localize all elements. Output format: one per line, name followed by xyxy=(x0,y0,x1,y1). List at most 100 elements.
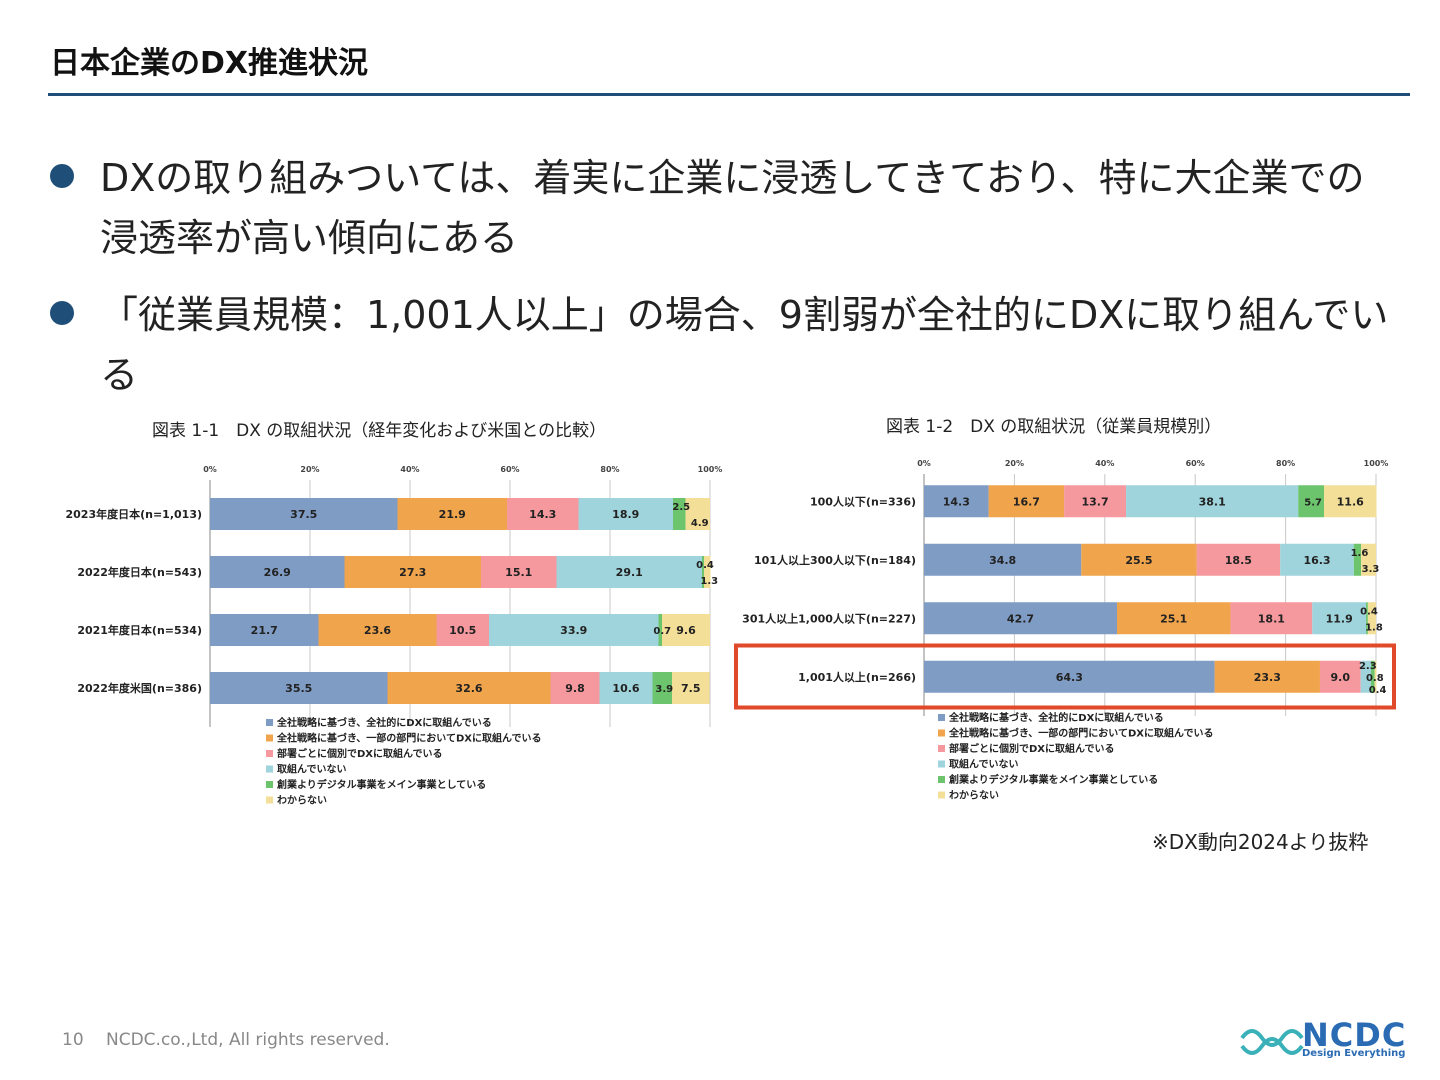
bar-segment xyxy=(672,672,710,704)
data-label: 9.8 xyxy=(565,682,585,695)
data-label: 9.0 xyxy=(1331,671,1351,684)
legend-swatch xyxy=(938,791,945,799)
bar-segment xyxy=(662,614,710,646)
data-label: 38.1 xyxy=(1199,495,1226,508)
copyright: NCDC.co.,Ltd, All rights reserved. xyxy=(106,1030,390,1050)
data-label: 34.8 xyxy=(989,554,1016,567)
source-note: ※DX動向2024より抜粋 xyxy=(1152,830,1369,854)
data-label: 3.9 xyxy=(655,684,673,695)
bar-segment xyxy=(1064,485,1127,518)
bar-segment xyxy=(988,485,1065,518)
bar-segment xyxy=(344,556,481,588)
bar-segment xyxy=(550,672,600,704)
ncdc-logo-icon xyxy=(1240,1029,1304,1055)
category-label: 1,001人以上(n=266) xyxy=(798,670,916,684)
data-label: 13.7 xyxy=(1082,495,1109,508)
data-label: 26.9 xyxy=(264,566,291,579)
data-label: 10.6 xyxy=(612,682,639,695)
legend-label: 全社戦略に基づき、全社的にDXに取組んでいる xyxy=(276,716,492,729)
data-label: 33.9 xyxy=(560,624,587,637)
bar-segment xyxy=(685,498,710,530)
legend-label: 部署ごとに個別でDXに取組んでいる xyxy=(949,742,1115,755)
data-label: 18.1 xyxy=(1258,612,1285,625)
bar-segment xyxy=(924,543,1082,576)
bar-segment xyxy=(702,556,704,588)
bar-segment xyxy=(507,498,579,530)
x-tick-label: 20% xyxy=(300,465,319,474)
bar-segment xyxy=(652,672,672,704)
legend-swatch xyxy=(266,781,273,788)
category-label: 101人以上300人以下(n=184) xyxy=(754,553,916,567)
data-label: 9.6 xyxy=(676,624,696,637)
title-divider xyxy=(48,93,1410,96)
bar-segment xyxy=(1230,602,1313,635)
legend-swatch xyxy=(938,760,945,768)
x-tick-label: 0% xyxy=(917,459,931,468)
data-label: 4.9 xyxy=(691,518,709,529)
bar-segment xyxy=(210,556,345,588)
legend-swatch xyxy=(938,745,945,752)
x-tick-label: 60% xyxy=(1186,459,1205,468)
data-label: 32.6 xyxy=(455,682,482,695)
logo-tagline: Design Everything xyxy=(1302,1048,1406,1059)
category-label: 2021年度日本(n=534) xyxy=(77,623,202,637)
data-label: 25.5 xyxy=(1125,554,1152,567)
legend-label: わからない xyxy=(277,795,327,807)
data-label: 11.6 xyxy=(1337,495,1364,508)
chart-1: 0% 20% 40% 60% 80% 100% 2023年度日本(n=1,013) 37.5 2… xyxy=(65,465,722,807)
category-label: 301人以上1,000人以下(n=227) xyxy=(742,611,916,625)
data-label: 3.3 xyxy=(1362,564,1380,575)
data-label: 42.7 xyxy=(1007,612,1034,625)
data-label: 35.5 xyxy=(285,682,312,695)
legend-swatch xyxy=(938,714,945,721)
data-label: 23.6 xyxy=(364,624,391,637)
data-label: 15.1 xyxy=(505,566,532,579)
legend-label: 創業よりデジタル事業をメイン事業としている xyxy=(948,773,1158,786)
bar-segment xyxy=(1374,660,1377,693)
category-label: 2022年度米国(n=386) xyxy=(77,681,202,695)
data-label: 1.8 xyxy=(1365,622,1383,633)
data-label: 10.5 xyxy=(449,624,476,637)
bar-segment xyxy=(924,660,1215,693)
data-label: 0.4 xyxy=(1360,606,1378,617)
bar-segment xyxy=(673,498,686,530)
bar-segment xyxy=(1353,543,1362,576)
legend-swatch xyxy=(266,750,273,757)
data-label: 1.6 xyxy=(1351,548,1369,559)
data-label: 21.9 xyxy=(439,508,466,521)
legend-swatch xyxy=(266,719,273,726)
bar-segment xyxy=(436,614,489,646)
bullet-item: 「従業員規模：1,001人以上」の場合、9割弱が全社的にDXに取り組んでいる xyxy=(50,285,1390,405)
bar-segment xyxy=(556,556,702,588)
legend-label: わからない xyxy=(949,790,999,802)
data-label: 37.5 xyxy=(290,508,317,521)
data-label: 2.5 xyxy=(672,502,690,513)
category-label: 2023年度日本(n=1,013) xyxy=(65,507,202,521)
data-label: 16.7 xyxy=(1013,495,1040,508)
data-label: 14.3 xyxy=(529,508,556,521)
bar-segment xyxy=(1214,660,1320,693)
bar-segment xyxy=(1324,485,1377,518)
legend-label: 部署ごとに個別でDXに取組んでいる xyxy=(277,747,443,760)
legend-swatch xyxy=(266,796,273,804)
x-tick-label: 20% xyxy=(1005,459,1024,468)
data-label: 11.9 xyxy=(1326,612,1353,625)
legend-swatch xyxy=(938,729,945,737)
data-label: 29.1 xyxy=(616,566,643,579)
x-tick-label: 80% xyxy=(600,465,619,474)
bar-segment xyxy=(1361,543,1376,576)
bar-segment xyxy=(318,614,437,646)
chart-1-title: 図表 1-1 DX の取組状況（経年変化および米国との比較） xyxy=(152,421,607,441)
bullet-dot-icon xyxy=(50,301,74,325)
bar-segment xyxy=(1371,660,1375,693)
x-tick-label: 40% xyxy=(1095,459,1114,468)
bullet-text: 「従業員規模：1,001人以上」の場合、9割弱が全社的にDXに取り組んでいる xyxy=(100,293,1389,397)
data-label: 1.3 xyxy=(700,576,718,587)
data-label: 23.3 xyxy=(1254,671,1281,684)
bar-segment xyxy=(1196,543,1281,576)
data-label: 5.7 xyxy=(1304,497,1322,508)
bar-segment xyxy=(387,672,551,704)
bar-segment xyxy=(1117,602,1231,635)
x-tick-label: 0% xyxy=(203,465,217,474)
legend-swatch xyxy=(266,734,273,742)
